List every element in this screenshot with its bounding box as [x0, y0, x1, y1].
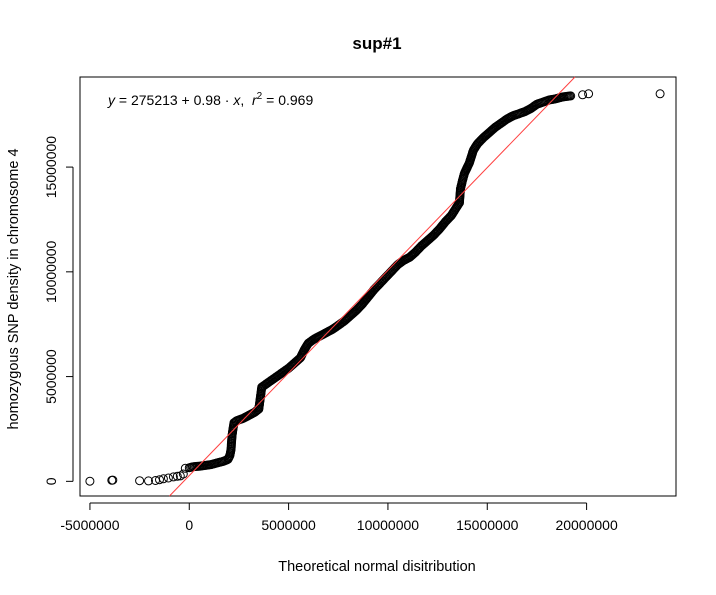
data-point: [108, 475, 118, 485]
y-axis-label: homozygous SNP density in chromosome 4: [6, 148, 22, 429]
x-tick-label: 20000000: [555, 517, 618, 533]
data-point: [584, 89, 594, 99]
equation-superscript: 2: [257, 91, 263, 102]
regression-line-layer: [169, 76, 576, 497]
equation-x: x: [232, 92, 241, 108]
plot-area-frame: [79, 76, 677, 497]
chart-title: sup#1: [352, 34, 401, 53]
x-tick-label: 5000000: [261, 517, 316, 533]
x-axis: -5000000 0 5000000 10000000 15000000 20000000: [60, 502, 618, 533]
data-point: [566, 91, 576, 101]
y-axis: 0 5000000 10000000 15000000: [43, 136, 74, 485]
data-point: [655, 89, 665, 99]
x-tick-label: 15000000: [456, 517, 519, 533]
data-point: [168, 472, 178, 482]
x-tick-label: -5000000: [60, 517, 119, 533]
y-tick-label: 0: [43, 477, 59, 485]
data-point: [155, 475, 164, 485]
equation-y: y: [107, 92, 116, 108]
data-point: [158, 474, 168, 484]
data-point: [178, 469, 188, 479]
x-tick-label: 10000000: [357, 517, 420, 533]
data-points: [85, 89, 665, 486]
equation-part-2: = 0.969: [262, 92, 313, 108]
data-point: [175, 471, 185, 481]
data-point: [163, 473, 173, 483]
x-tick-label: 0: [185, 517, 193, 533]
data-point: [144, 476, 153, 486]
equation-separator: ,: [240, 92, 252, 108]
data-point: [172, 471, 182, 481]
x-axis-label: Theoretical normal disitribution: [278, 559, 475, 575]
regression-equation: y = 275213 + 0.98 · x, r2 = 0.969: [107, 91, 313, 108]
y-tick-label: 15000000: [43, 136, 59, 199]
regression-line: [169, 76, 576, 497]
y-tick-label: 10000000: [43, 240, 59, 303]
equation-r: r: [252, 92, 258, 108]
equation-part-1: = 275213 + 0.98 ·: [115, 92, 233, 108]
data-point: [135, 476, 145, 486]
data-point: [578, 90, 588, 100]
data-point: [85, 476, 95, 486]
y-tick-label: 5000000: [43, 349, 59, 404]
